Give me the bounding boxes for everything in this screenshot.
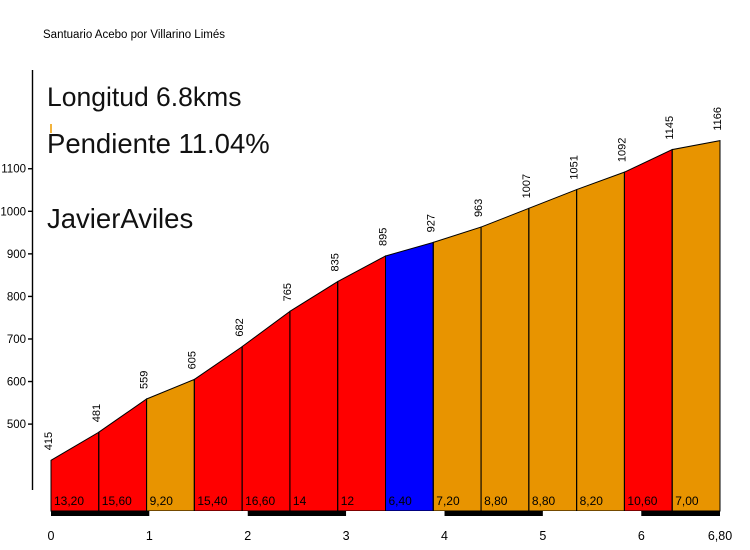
- svg-text:7,00: 7,00: [675, 494, 699, 508]
- svg-text:1000: 1000: [0, 206, 26, 218]
- svg-text:835: 835: [330, 253, 342, 271]
- svg-text:8,20: 8,20: [580, 494, 604, 508]
- svg-text:1145: 1145: [664, 116, 676, 140]
- svg-text:963: 963: [473, 199, 485, 217]
- svg-text:9,20: 9,20: [150, 494, 174, 508]
- svg-text:6,40: 6,40: [389, 494, 413, 508]
- svg-text:8,80: 8,80: [532, 494, 556, 508]
- svg-text:1: 1: [146, 529, 153, 543]
- svg-text:1092: 1092: [616, 138, 628, 162]
- svg-text:800: 800: [7, 291, 26, 303]
- svg-text:16,60: 16,60: [245, 494, 275, 508]
- svg-text:605: 605: [186, 351, 198, 369]
- svg-text:0: 0: [48, 529, 55, 543]
- svg-text:6,80: 6,80: [708, 529, 732, 543]
- svg-text:1100: 1100: [1, 164, 26, 176]
- svg-text:15,40: 15,40: [197, 494, 227, 508]
- svg-text:4: 4: [441, 529, 448, 543]
- svg-text:1166: 1166: [712, 107, 724, 131]
- svg-text:895: 895: [378, 228, 390, 246]
- svg-text:2: 2: [244, 529, 251, 543]
- svg-text:10,60: 10,60: [627, 494, 657, 508]
- svg-text:481: 481: [91, 404, 103, 422]
- svg-text:559: 559: [139, 371, 151, 389]
- svg-text:15,60: 15,60: [102, 494, 132, 508]
- svg-text:7,20: 7,20: [436, 494, 460, 508]
- svg-text:927: 927: [425, 214, 437, 232]
- svg-text:8,80: 8,80: [484, 494, 508, 508]
- svg-text:6: 6: [638, 529, 645, 543]
- svg-text:700: 700: [7, 334, 26, 346]
- svg-text:5: 5: [539, 529, 546, 543]
- svg-text:13,20: 13,20: [54, 494, 84, 508]
- svg-text:12: 12: [341, 494, 355, 508]
- svg-text:14: 14: [293, 494, 307, 508]
- svg-text:765: 765: [282, 283, 294, 301]
- svg-text:682: 682: [234, 318, 246, 336]
- svg-text:600: 600: [7, 377, 26, 389]
- svg-text:500: 500: [7, 419, 26, 431]
- svg-text:900: 900: [7, 249, 26, 261]
- svg-text:3: 3: [343, 529, 350, 543]
- svg-text:415: 415: [43, 432, 55, 450]
- svg-text:1051: 1051: [569, 155, 581, 179]
- svg-text:1007: 1007: [521, 174, 533, 198]
